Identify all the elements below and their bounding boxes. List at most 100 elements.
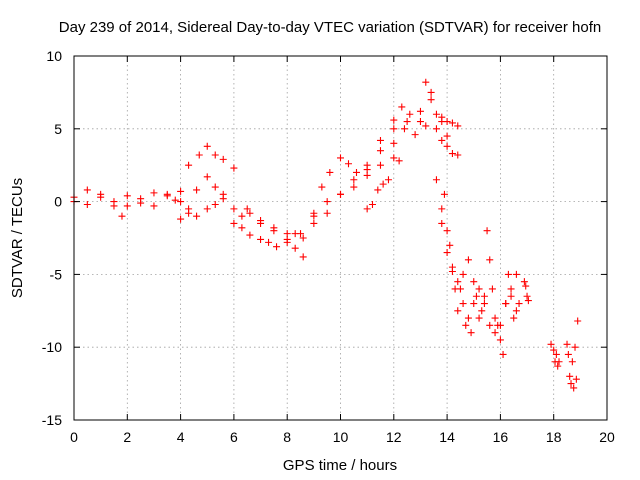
data-point <box>310 219 318 227</box>
data-point <box>395 157 403 165</box>
data-point <box>574 317 582 325</box>
data-point <box>118 212 126 220</box>
y-tick-label: 0 <box>54 194 62 210</box>
data-point <box>443 142 451 150</box>
data-point <box>283 230 291 238</box>
data-point <box>350 176 358 184</box>
data-point <box>570 384 578 392</box>
data-point <box>564 350 572 358</box>
data-point <box>291 244 299 252</box>
data-point <box>427 88 435 96</box>
data-point <box>163 192 171 200</box>
data-point <box>454 151 462 159</box>
data-point <box>432 110 440 118</box>
data-point <box>488 285 496 293</box>
series-trace-b <box>70 96 451 251</box>
data-point <box>438 205 446 213</box>
data-point <box>390 125 398 133</box>
x-tick-label: 6 <box>230 429 238 445</box>
data-point <box>524 297 532 305</box>
data-point <box>203 142 211 150</box>
data-point <box>211 201 219 209</box>
x-tick-label: 16 <box>493 429 509 445</box>
data-point <box>83 186 91 194</box>
data-point <box>416 118 424 126</box>
data-point <box>246 231 254 239</box>
data-point <box>283 238 291 246</box>
x-tick-label: 10 <box>333 429 349 445</box>
data-point <box>571 343 579 351</box>
data-point <box>438 118 446 126</box>
data-point <box>350 183 358 191</box>
data-point <box>427 96 435 104</box>
data-point <box>323 198 331 206</box>
data-point <box>246 209 254 217</box>
data-point <box>510 314 518 322</box>
data-point <box>568 358 576 366</box>
data-point <box>337 154 344 162</box>
data-point <box>470 300 478 308</box>
data-point <box>438 219 446 227</box>
data-point <box>177 187 185 195</box>
data-point <box>454 122 462 130</box>
data-point <box>563 340 571 348</box>
data-point <box>379 180 387 188</box>
data-point <box>448 267 456 275</box>
data-point <box>443 249 451 257</box>
data-point <box>522 282 530 290</box>
data-point <box>374 186 382 194</box>
data-point <box>478 307 486 315</box>
data-point <box>475 314 483 322</box>
data-point <box>443 132 451 140</box>
data-point <box>171 196 179 204</box>
data-point <box>523 292 531 300</box>
data-point <box>326 168 334 176</box>
series-trace-c <box>177 122 462 238</box>
data-point <box>344 160 352 168</box>
data-point <box>238 212 246 220</box>
data-point <box>491 329 499 337</box>
data-point <box>448 150 456 158</box>
data-point <box>520 278 528 286</box>
data-point <box>273 243 281 251</box>
data-point <box>211 183 219 191</box>
data-point <box>486 321 494 329</box>
series-trace-d <box>363 154 403 213</box>
series-trace-h <box>547 340 563 370</box>
data-point <box>219 155 227 163</box>
data-point <box>219 195 227 203</box>
data-point <box>390 116 398 124</box>
data-point <box>150 202 158 210</box>
data-point <box>270 224 278 232</box>
data-point <box>555 358 563 366</box>
data-point <box>193 212 201 220</box>
series-trace-i <box>563 317 582 392</box>
x-tick-label: 4 <box>177 429 185 445</box>
data-point <box>185 205 193 213</box>
y-tick-label: -5 <box>50 266 63 282</box>
data-point <box>376 136 384 144</box>
data-point <box>483 227 491 235</box>
chart-title: Day 239 of 2014, Sidereal Day-to-day VTE… <box>59 19 601 36</box>
data-point <box>123 192 131 200</box>
data-point <box>299 253 307 261</box>
data-point <box>454 278 462 286</box>
y-tick-label: -10 <box>42 339 62 355</box>
data-point <box>257 235 265 243</box>
data-point <box>257 217 265 225</box>
data-point <box>150 189 158 197</box>
data-point <box>203 173 211 181</box>
data-point <box>265 238 273 246</box>
data-point <box>376 147 384 155</box>
data-point <box>480 292 488 300</box>
data-point <box>448 119 456 127</box>
x-tick-label: 8 <box>283 429 291 445</box>
series-trace-f <box>432 176 520 337</box>
data-point <box>398 103 406 111</box>
data-point <box>376 161 384 169</box>
x-axis-title: GPS time / hours <box>283 457 397 474</box>
data-point <box>352 168 360 176</box>
data-point <box>554 362 562 370</box>
data-point <box>467 329 475 337</box>
